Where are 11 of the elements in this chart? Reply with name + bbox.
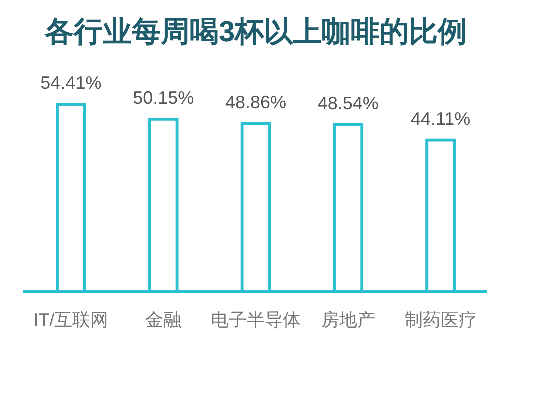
x-tick-label: IT/互联网 [34,310,109,330]
data-label: 50.15% [133,88,194,108]
chart-title: 各行业每周喝3杯以上咖啡的比例 [44,16,468,48]
data-label: 44.11% [410,108,471,129]
data-label: 54.41% [40,73,102,94]
x-tick-label: 房地产 [321,310,376,330]
x-tick-label: 电子半导体 [211,310,301,330]
x-tick-label: 制药医疗 [404,310,477,330]
data-label: 48.86% [225,92,287,112]
data-label: 48.54% [318,93,379,114]
x-tick-label: 金融 [146,310,182,330]
